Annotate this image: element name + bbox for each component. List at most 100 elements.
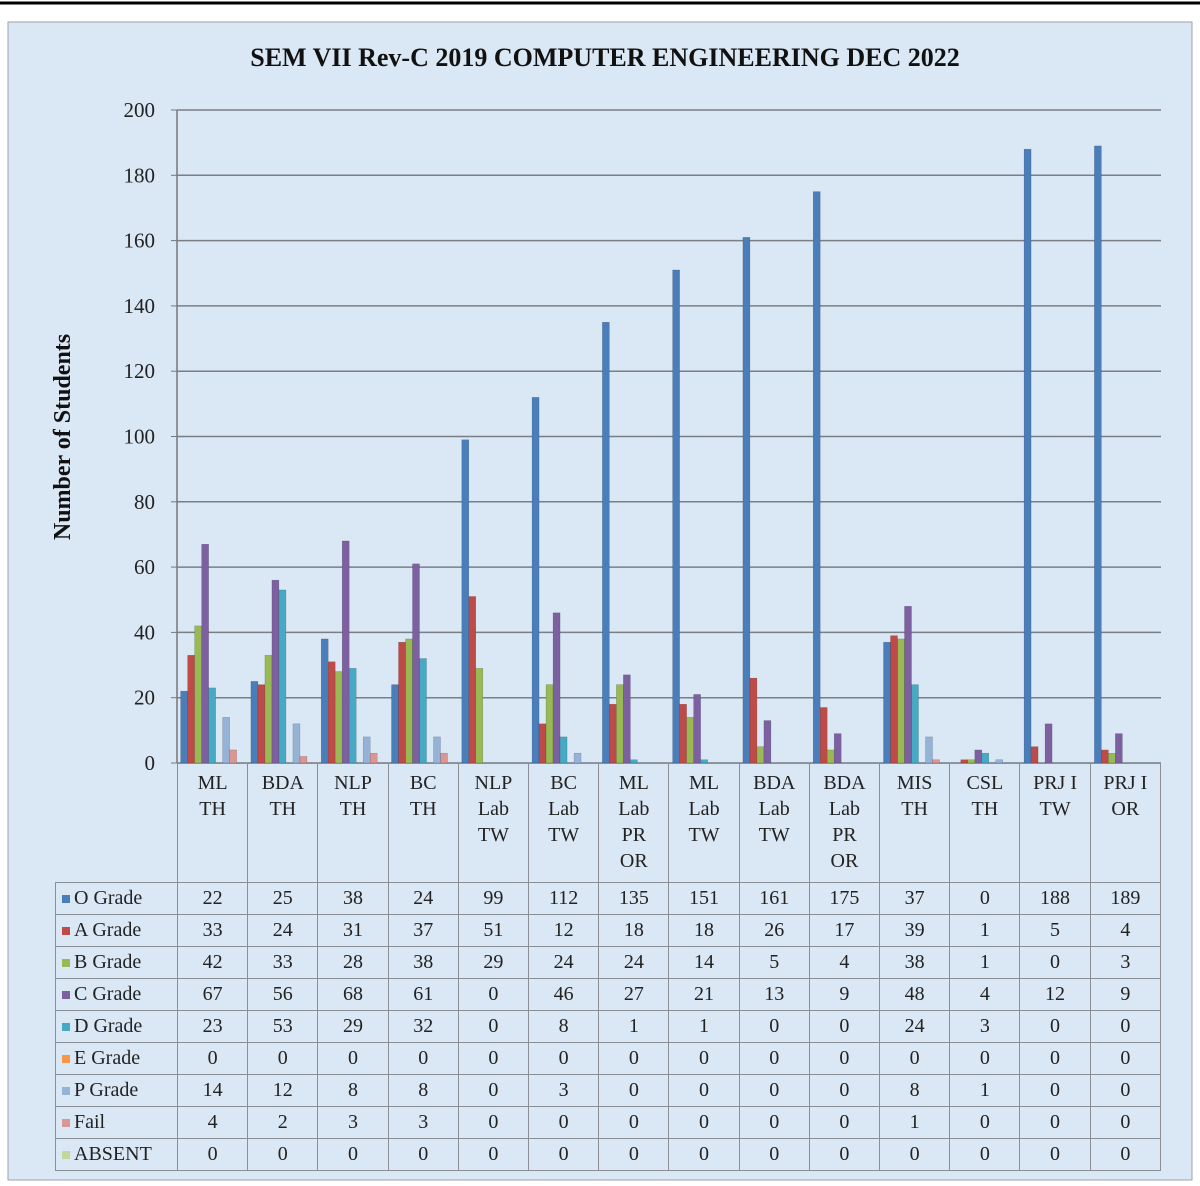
bar (292, 723, 301, 764)
table-value: 12 (1019, 978, 1091, 1011)
table-value: 5 (738, 946, 810, 979)
table-value: 33 (247, 946, 319, 979)
bar (616, 684, 624, 764)
table-value: 24 (247, 914, 319, 947)
table-value: 23 (176, 1010, 249, 1043)
bar (405, 638, 413, 764)
table-value: 13 (738, 978, 810, 1011)
table-value: 0 (1019, 1138, 1091, 1171)
legend-swatch (62, 895, 70, 904)
table-value: 0 (668, 1106, 740, 1139)
table-value: 46 (528, 978, 600, 1011)
chart-title: SEM VII Rev-C 2019 COMPUTER ENGINEERING … (250, 43, 960, 72)
table-value: 188 (1019, 882, 1091, 915)
category-label: ML Lab PR OR (598, 763, 670, 883)
table-value: 24 (528, 946, 600, 979)
table-value: 22 (176, 882, 249, 915)
table-value: 0 (668, 1074, 740, 1107)
table-value: 18 (598, 914, 670, 947)
table-value: 39 (879, 914, 951, 947)
category-label: BDA TH (247, 763, 319, 883)
bar (812, 191, 821, 764)
table-value: 0 (1089, 1010, 1162, 1043)
y-tick-label: 140 (124, 294, 156, 318)
y-tick-label: 160 (124, 229, 156, 253)
table-value: 1 (949, 1074, 1021, 1107)
bar (981, 752, 990, 764)
table-value: 25 (247, 882, 319, 915)
table-value: 28 (317, 946, 389, 979)
bar (271, 579, 280, 764)
table-value: 8 (528, 1010, 600, 1043)
y-tick-label: 120 (124, 359, 156, 383)
table-row: Fail 4 2 3 3 0 0 0 0 0 0 1 0 0 0 (55, 1106, 1162, 1139)
legend-label: P Grade (74, 1079, 139, 1101)
table-value: 9 (808, 978, 881, 1011)
category-label: PRJ I OR (1089, 763, 1162, 883)
table-value: 0 (457, 1042, 530, 1075)
bar (334, 671, 343, 764)
y-tick-label: 100 (124, 425, 156, 449)
table-value: 0 (668, 1042, 740, 1075)
category-label: BDA Lab TW (738, 763, 810, 883)
bar (623, 674, 631, 764)
category-label: NLP TH (317, 763, 389, 883)
table-value: 4 (1089, 914, 1162, 947)
table-value: 0 (317, 1042, 389, 1075)
bar (545, 684, 554, 764)
bar (833, 733, 842, 764)
table-value: 53 (247, 1010, 319, 1043)
bar (299, 756, 308, 764)
table-value: 8 (387, 1074, 459, 1107)
table-value: 56 (247, 978, 319, 1011)
bar (369, 752, 378, 764)
bar (264, 655, 273, 764)
bar (749, 677, 758, 764)
legend-label: Fail (74, 1111, 106, 1133)
category-label: PRJ I TW (1019, 763, 1091, 883)
table-value: 38 (387, 946, 459, 979)
table-value: 0 (808, 1010, 881, 1043)
bar (229, 749, 237, 764)
table-value: 0 (598, 1042, 670, 1075)
legend-label: C Grade (74, 983, 142, 1005)
bar (250, 681, 259, 764)
bar (180, 690, 188, 764)
y-tick-label: 200 (124, 98, 156, 122)
table-value: 0 (387, 1042, 459, 1075)
table-value: 151 (668, 882, 740, 915)
table-value: 0 (1089, 1074, 1162, 1107)
table-value: 61 (387, 978, 459, 1011)
category-label: BDA Lab PR OR (808, 763, 881, 883)
table-value: 3 (317, 1106, 389, 1139)
table-value: 24 (879, 1010, 951, 1043)
table-value: 175 (808, 882, 881, 915)
legend-label: ABSENT (74, 1143, 152, 1165)
table-value: 0 (808, 1138, 881, 1171)
bar (475, 668, 484, 764)
bar (538, 723, 547, 764)
legend-entry: O Grade (55, 882, 178, 915)
table-value: 0 (808, 1106, 881, 1139)
table-value: 12 (247, 1074, 319, 1107)
legend-swatch (62, 991, 70, 1000)
table-value: 24 (387, 882, 459, 915)
table-value: 3 (949, 1010, 1021, 1043)
bar (348, 668, 357, 764)
bar (602, 321, 610, 764)
table-value: 0 (879, 1138, 951, 1171)
table-row: O Grade 22 25 38 24 99 112 135 151 161 175 37 0 188 18… (55, 882, 1162, 915)
table-value: 9 (1089, 978, 1162, 1011)
table-value: 0 (1019, 946, 1091, 979)
table-value: 8 (317, 1074, 389, 1107)
table-value: 26 (738, 914, 810, 947)
table-value: 0 (1019, 1010, 1091, 1043)
table-value: 4 (808, 946, 881, 979)
bar (468, 596, 477, 764)
y-tick-label: 0 (145, 751, 156, 775)
legend-entry: P Grade (55, 1074, 178, 1107)
table-value: 0 (528, 1042, 600, 1075)
table-value: 48 (879, 978, 951, 1011)
legend-label: E Grade (74, 1047, 141, 1069)
